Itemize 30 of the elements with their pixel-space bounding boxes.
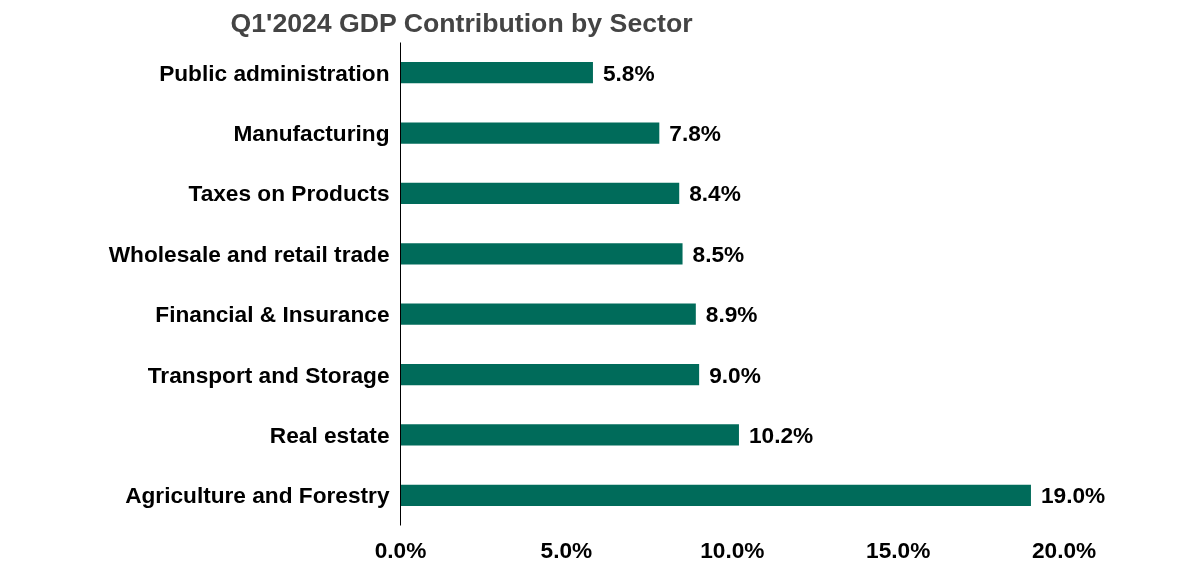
y-tick-label: Financial & Insurance xyxy=(155,301,390,328)
data-label: 9.0% xyxy=(709,361,761,388)
x-tick-label: 5.0% xyxy=(540,536,593,563)
data-label: 10.2% xyxy=(748,421,814,448)
x-tick-label: 15.0% xyxy=(866,536,931,563)
data-label: 7.8% xyxy=(669,120,721,147)
bar xyxy=(400,484,1031,506)
bar xyxy=(400,364,700,386)
x-tick-label: 20.0% xyxy=(1032,536,1097,563)
y-tick-label: Real estate xyxy=(269,421,390,448)
y-tick-label: Taxes on Products xyxy=(188,180,390,207)
chart-title: Q1'2024 GDP Contribution by Sector xyxy=(230,7,693,38)
data-label: 8.4% xyxy=(689,180,741,207)
data-label: 19.0% xyxy=(1040,482,1106,509)
y-tick-label: Wholesale and retail trade xyxy=(108,240,390,267)
bar xyxy=(400,182,680,204)
y-tick-label: Manufacturing xyxy=(233,120,390,147)
x-tick-label: 10.0% xyxy=(700,536,765,563)
data-label: 8.9% xyxy=(705,301,758,328)
y-tick-label: Transport and Storage xyxy=(147,361,390,388)
y-tick-label: Public administration xyxy=(159,59,390,86)
y-tick-label: Agriculture and Forestry xyxy=(125,482,390,509)
data-label: 5.8% xyxy=(602,59,655,86)
bar xyxy=(400,62,593,84)
bar xyxy=(400,122,660,144)
data-label: 8.5% xyxy=(692,240,745,267)
bar xyxy=(400,303,696,325)
bar xyxy=(400,243,683,265)
bar xyxy=(400,424,739,446)
x-tick-label: 0.0% xyxy=(374,536,427,563)
